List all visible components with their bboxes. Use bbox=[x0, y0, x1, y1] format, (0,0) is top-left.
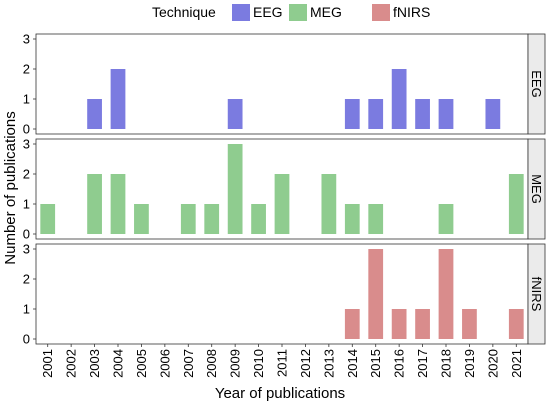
y-tick-label: 0 bbox=[23, 122, 30, 137]
y-tick-label: 1 bbox=[23, 92, 30, 107]
bar-eeg-2015 bbox=[368, 99, 384, 129]
bar-fnirs-2014 bbox=[344, 309, 360, 339]
x-tick-label: 2011 bbox=[275, 349, 290, 377]
y-tick-label: 2 bbox=[23, 167, 30, 182]
facet-panels: 0 1 2 3 EEG 0 1 2 3 MEG 0 1 2 3 fNIRS bbox=[23, 32, 546, 347]
x-tick-label: 2015 bbox=[368, 349, 383, 378]
bar-eeg-2009 bbox=[227, 99, 243, 129]
panel-frame bbox=[35, 33, 529, 135]
x-tick-label: 2018 bbox=[439, 349, 454, 378]
bar-meg-2003 bbox=[87, 174, 102, 234]
x-tick-label: 2020 bbox=[485, 349, 500, 378]
y-tick-label: 1 bbox=[23, 197, 30, 212]
bar-eeg-2014 bbox=[344, 99, 360, 129]
legend-label-fnirs: fNIRS bbox=[393, 4, 430, 20]
bar-fnirs-2019 bbox=[462, 309, 477, 339]
legend-label-meg: MEG bbox=[310, 4, 342, 20]
x-tick-label: 2005 bbox=[134, 349, 149, 378]
legend-swatch-meg bbox=[289, 4, 307, 21]
y-tick-label: 2 bbox=[23, 62, 30, 77]
legend: Technique EEG MEG fNIRS bbox=[152, 4, 430, 21]
y-tick-label: 3 bbox=[23, 137, 30, 152]
bar-eeg-2016 bbox=[391, 69, 407, 129]
facet-strip-label: MEG bbox=[529, 174, 544, 204]
x-tick-label: 2021 bbox=[509, 349, 524, 378]
facet-strip bbox=[527, 33, 546, 135]
x-tick-label: 2017 bbox=[415, 349, 430, 378]
panel-frame bbox=[35, 243, 529, 345]
y-tick-label: 0 bbox=[23, 332, 30, 347]
x-tick-label: 2012 bbox=[298, 349, 313, 378]
bar-meg-2005 bbox=[134, 204, 149, 234]
y-tick-label: 3 bbox=[23, 32, 30, 47]
bar-fnirs-2015 bbox=[368, 249, 384, 339]
x-tick-label: 2016 bbox=[392, 349, 407, 378]
bar-eeg-2020 bbox=[485, 99, 501, 129]
facet-meg: 0 1 2 3 MEG bbox=[23, 137, 546, 242]
facet-eeg: 0 1 2 3 EEG bbox=[23, 32, 546, 137]
x-tick-label: 2002 bbox=[64, 349, 79, 378]
legend-swatch-fnirs bbox=[372, 4, 390, 21]
bar-meg-2015 bbox=[368, 204, 384, 234]
bar-fnirs-2021 bbox=[508, 309, 524, 339]
facet-fnirs: 0 1 2 3 fNIRS bbox=[23, 242, 546, 347]
bar-meg-2021 bbox=[508, 174, 524, 234]
bar-meg-2004 bbox=[110, 174, 126, 234]
bar-meg-2014 bbox=[344, 204, 360, 234]
bar-fnirs-2018 bbox=[438, 249, 454, 339]
x-tick-label: 2009 bbox=[228, 349, 243, 378]
bar-eeg-2004 bbox=[110, 69, 126, 129]
y-tick-label: 0 bbox=[23, 227, 30, 242]
x-axis-title: Year of publications bbox=[215, 385, 345, 402]
facet-strip bbox=[527, 243, 546, 345]
bar-meg-2001 bbox=[40, 204, 56, 234]
x-axis: 2001 2002 2003 2004 2005 2006 2007 2008 2009 2010… bbox=[40, 344, 524, 378]
y-axis-title: Number of publications bbox=[2, 111, 19, 264]
y-tick-label: 3 bbox=[23, 242, 30, 257]
bar-eeg-2017 bbox=[415, 99, 430, 129]
x-tick-label: 2003 bbox=[87, 349, 102, 378]
facet-strip-label: EEG bbox=[529, 70, 544, 97]
facet-strip-label: fNIRS bbox=[529, 277, 544, 312]
bar-meg-2013 bbox=[321, 174, 337, 234]
x-tick-label: 2019 bbox=[462, 349, 477, 378]
bar-fnirs-2016 bbox=[391, 309, 407, 339]
x-tick-label: 2007 bbox=[181, 349, 196, 378]
x-tick-label: 2013 bbox=[321, 349, 336, 378]
bar-meg-2011 bbox=[274, 174, 290, 234]
bar-eeg-2018 bbox=[438, 99, 454, 129]
y-tick-label: 1 bbox=[23, 302, 30, 317]
x-tick-label: 2010 bbox=[251, 349, 266, 378]
bar-fnirs-2017 bbox=[415, 309, 430, 339]
legend-label-eeg: EEG bbox=[253, 4, 283, 20]
x-tick-label: 2001 bbox=[40, 349, 55, 378]
x-tick-label: 2014 bbox=[345, 349, 360, 378]
legend-title: Technique bbox=[152, 4, 216, 20]
facet-strip bbox=[527, 138, 546, 240]
bar-meg-2009 bbox=[227, 144, 243, 234]
x-tick-label: 2008 bbox=[204, 349, 219, 378]
bar-meg-2008 bbox=[204, 204, 220, 234]
bar-meg-2007 bbox=[180, 204, 196, 234]
x-tick-label: 2004 bbox=[111, 349, 126, 378]
bar-meg-2018 bbox=[438, 204, 454, 234]
y-tick-label: 2 bbox=[23, 272, 30, 287]
x-tick-label: 2006 bbox=[157, 349, 172, 378]
bar-meg-2010 bbox=[251, 204, 266, 234]
bar-eeg-2003 bbox=[87, 99, 102, 129]
legend-swatch-eeg bbox=[232, 4, 250, 21]
